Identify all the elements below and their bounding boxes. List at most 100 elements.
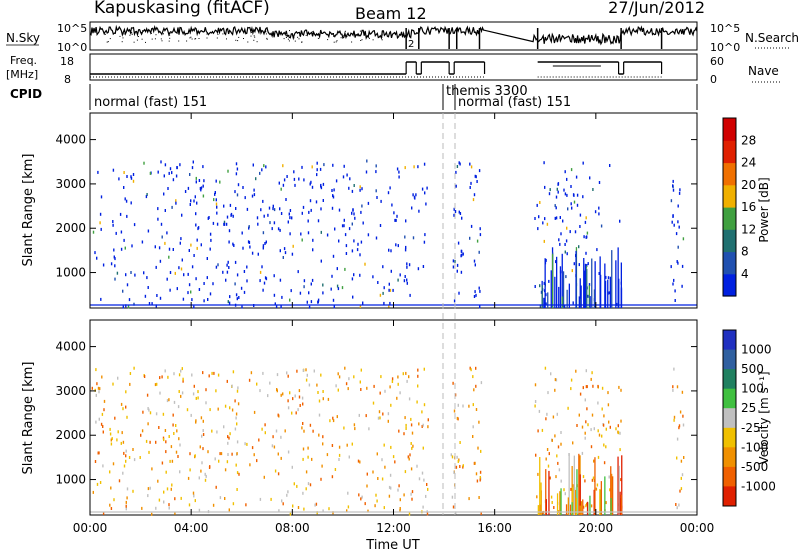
nsearch-dot [189,30,191,32]
data-point [307,482,310,486]
data-point [114,264,116,268]
data-point [237,183,240,187]
data-point [474,263,476,267]
colorbar-tick-label: 1000 [741,343,772,357]
data-point [473,295,476,298]
data-point [456,416,459,420]
data-point [209,292,212,296]
nsearch-label: N.Search [745,31,799,45]
nsearch-dot [351,41,353,43]
data-point [132,173,135,176]
colorbar-tick-label: -500 [741,460,768,474]
data-point [609,425,611,429]
data-point [377,477,379,480]
data-point [326,453,329,457]
nsearch-tick-top: 10^5 [710,22,740,35]
data-point [124,246,126,250]
data-point [174,497,176,501]
data-point [197,390,199,394]
data-point [165,450,167,454]
data-point [109,427,111,431]
nsearch-dot [285,37,287,38]
data-point [223,204,225,208]
data-point [480,381,483,385]
data-point [416,400,418,404]
data-point [215,198,217,202]
data-point [100,227,102,231]
data-point [128,456,131,459]
data-point [260,208,262,212]
nsearch-dot [381,31,383,33]
data-point [410,417,412,421]
data-point [555,260,557,264]
data-streak [610,466,612,515]
data-point [570,202,572,206]
nsearch-dot [317,37,319,39]
data-point [259,270,262,274]
data-point [403,493,405,497]
data-point [211,371,213,375]
data-point [187,186,190,190]
data-point [146,393,149,397]
data-point [263,214,265,218]
data-point [195,396,197,400]
data-point [396,214,398,218]
data-point [269,221,271,225]
data-point [680,459,683,463]
data-streak [589,495,591,515]
data-point [451,495,454,499]
data-point [421,471,424,475]
data-point [424,233,426,237]
data-point [332,254,335,258]
data-point [125,454,127,458]
data-point [273,445,276,449]
colorbar-frame [722,117,737,297]
data-point [535,453,537,457]
data-point [456,165,459,168]
data-point [536,203,538,207]
data-point [203,299,205,303]
nsearch-dot [381,36,383,38]
data-point [678,424,681,428]
data-point [200,469,202,473]
data-point [603,414,605,418]
data-point [346,509,348,513]
data-point [411,431,414,435]
freq-trace [90,61,663,78]
data-point [116,438,118,442]
nsearch-dot [333,35,335,37]
data-point [316,161,318,165]
data-point [316,383,318,387]
data-point [282,183,285,187]
data-streak [541,285,543,308]
data-streak [610,498,612,515]
data-point [180,496,182,500]
nsky-label: N.Sky [6,31,40,45]
data-point [251,194,254,198]
data-point [578,263,580,267]
data-point [384,389,386,393]
data-point [559,216,561,219]
data-point [397,278,399,282]
data-point [678,225,680,229]
data-point [243,290,246,294]
data-streak [565,504,568,515]
data-point [205,401,207,405]
data-point [145,439,148,443]
data-point [112,223,114,227]
data-point [398,170,400,174]
data-point [682,423,685,427]
data-point [192,160,194,164]
data-point [353,273,355,277]
data-point [563,188,565,192]
data-point [676,506,678,510]
data-point [404,235,406,239]
nsearch-dot [289,30,290,32]
colorbar-tick-label: 20 [741,178,756,192]
data-point [598,212,600,216]
data-point [422,446,424,450]
data-point [193,494,195,498]
data-streak [617,247,619,308]
data-point [335,179,338,183]
